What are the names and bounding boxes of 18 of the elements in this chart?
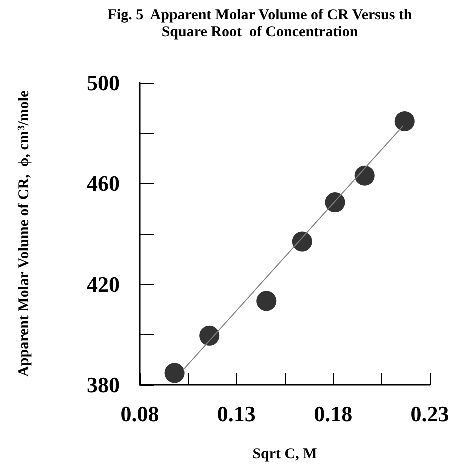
point	[292, 232, 312, 252]
y-tick-label: 380	[87, 372, 120, 398]
x-tick-label: 0.08	[120, 402, 160, 426]
y-tick-label: 420	[87, 272, 120, 297]
y-tick-label: 460	[87, 171, 120, 196]
x-tick-label: 0.13	[217, 402, 256, 426]
point	[200, 326, 220, 346]
y-tick-label: 500	[87, 70, 120, 96]
point	[354, 166, 375, 186]
point	[325, 192, 346, 213]
point	[164, 363, 185, 384]
x-tick-label: 0.23	[410, 402, 450, 426]
x-tick-label: 0.18	[314, 402, 353, 426]
chart-title: Fig. 5 Apparent Molar Volume of CR Versus th Square Root of Concentration	[108, 8, 413, 40]
point	[256, 291, 277, 312]
y-axis-title: Apparent Molar Volume of CR, ϕ, cm3/mole	[16, 90, 32, 377]
x-axis-title: Sqrt C, M	[252, 446, 318, 462]
point	[394, 112, 415, 132]
